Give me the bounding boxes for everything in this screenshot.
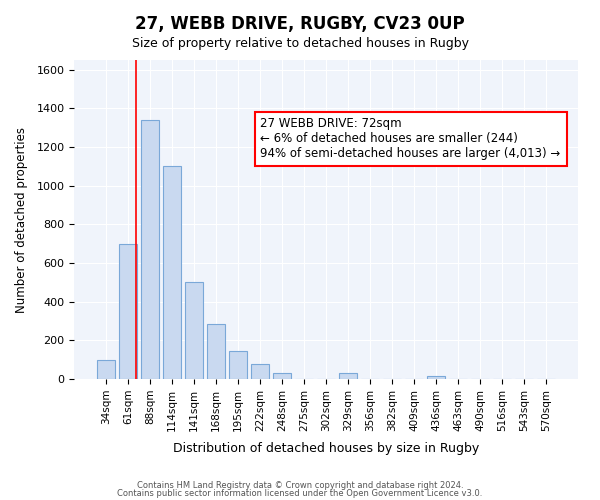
X-axis label: Distribution of detached houses by size in Rugby: Distribution of detached houses by size …: [173, 442, 479, 455]
Bar: [163, 166, 181, 379]
Text: Size of property relative to detached houses in Rugby: Size of property relative to detached ho…: [131, 38, 469, 51]
Text: Contains HM Land Registry data © Crown copyright and database right 2024.: Contains HM Land Registry data © Crown c…: [137, 481, 463, 490]
Bar: [427, 376, 445, 379]
Text: 27 WEBB DRIVE: 72sqm
← 6% of detached houses are smaller (244)
94% of semi-detac: 27 WEBB DRIVE: 72sqm ← 6% of detached ho…: [260, 118, 561, 160]
Bar: [141, 120, 158, 379]
Bar: [339, 373, 357, 379]
Bar: [229, 351, 247, 379]
Bar: [251, 364, 269, 379]
Bar: [185, 282, 203, 379]
Bar: [97, 360, 115, 379]
Bar: [119, 244, 137, 379]
Y-axis label: Number of detached properties: Number of detached properties: [15, 126, 28, 312]
Bar: [207, 324, 225, 379]
Bar: [273, 373, 291, 379]
Text: 27, WEBB DRIVE, RUGBY, CV23 0UP: 27, WEBB DRIVE, RUGBY, CV23 0UP: [135, 15, 465, 33]
Text: Contains public sector information licensed under the Open Government Licence v3: Contains public sector information licen…: [118, 488, 482, 498]
